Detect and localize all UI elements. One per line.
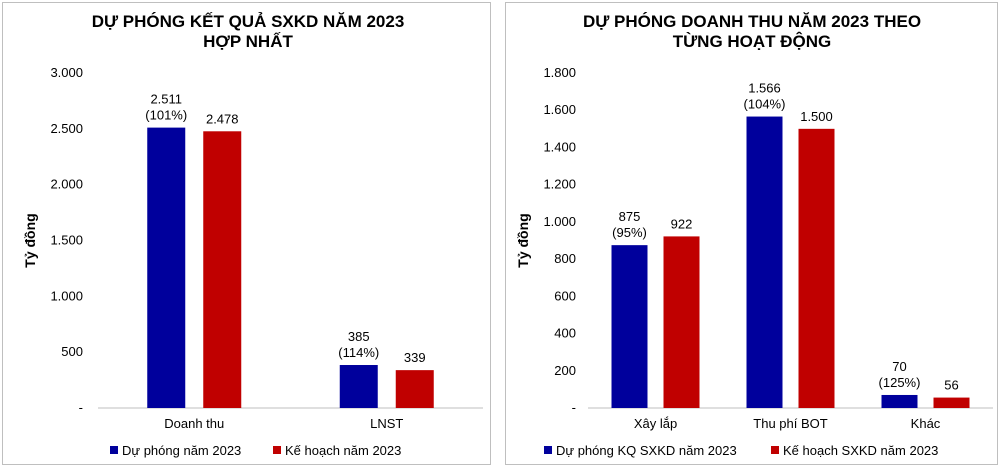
y-tick-label: 200 [554,363,576,378]
bar [395,370,434,408]
y-tick-label: 400 [554,326,576,341]
legend-entry: Dự phóng KQ SXKD năm 2023 [556,443,737,458]
bar [881,394,918,408]
y-tick-label: 1.000 [50,288,83,303]
data-label-value: 339 [404,350,426,365]
chart-panel-revenue-by-activity: DỰ PHÓNG DOANH THU NĂM 2023 THEO TỪNG HOẠ… [505,2,998,465]
data-label-value: 56 [944,378,958,393]
bar [147,127,186,408]
x-category-label: LNST [370,416,403,431]
y-tick-label: 1.400 [543,139,576,154]
y-tick-label: - [79,400,83,415]
chart-title-line: TỪNG HOẠT ĐỘNG [673,32,832,51]
y-tick-label: 2.500 [50,121,83,136]
bar [933,397,970,408]
data-label-value: 875 [619,209,641,224]
bar [203,131,242,409]
legend-swatch [110,446,118,454]
data-label-value: 1.500 [800,109,833,124]
legend-swatch [544,446,552,454]
bar [611,245,648,408]
y-axis-label: Tỷ đồng [22,213,38,267]
y-tick-label: 1.600 [543,102,576,117]
chart-title-line: DỰ PHÓNG DOANH THU NĂM 2023 THEO [583,12,921,31]
data-label-value: 2.478 [206,111,239,126]
x-category-label: Khác [911,416,941,431]
x-category-label: Xây lắp [634,416,677,431]
data-label-percent: (104%) [744,97,786,112]
data-label-percent: (101%) [145,108,187,123]
data-label-value: 1.566 [748,81,781,96]
x-category-label: Doanh thu [164,416,224,431]
y-tick-label: 800 [554,251,576,266]
chart-title-line: DỰ PHÓNG KẾT QUẢ SXKD NĂM 2023 [92,12,405,31]
legend-swatch [771,446,779,454]
data-label-value: 385 [348,329,370,344]
data-label-percent: (95%) [612,225,647,240]
y-tick-label: - [572,400,576,415]
chart-title-line: HỢP NHẤT [203,32,293,51]
y-tick-label: 2.000 [50,177,83,192]
y-tick-label: 600 [554,288,576,303]
y-tick-label: 1.500 [50,233,83,248]
bar [663,236,700,408]
legend-swatch [273,446,281,454]
x-category-label: Thu phí BOT [753,416,827,431]
y-tick-label: 1.200 [543,177,576,192]
chart-panel-consolidated: DỰ PHÓNG KẾT QUẢ SXKD NĂM 2023 HỢP NHẤT Tỷ… [2,2,491,465]
data-label-value: 2.511 [150,92,182,107]
legend-entry: Kế hoạch năm 2023 [285,443,401,458]
y-tick-label: 500 [61,344,83,359]
y-tick-label: 3.000 [50,65,83,80]
bar [339,365,378,408]
bar [746,116,783,409]
legend-entry: Kế hoạch SXKD năm 2023 [783,443,938,458]
legend-entry: Dự phóng năm 2023 [122,443,241,458]
y-axis-label: Tỷ đồng [515,213,531,267]
data-label-percent: (125%) [879,375,921,390]
y-tick-label: 1.800 [543,65,576,80]
data-label-value: 70 [892,359,906,374]
y-tick-label: 1.000 [543,214,576,229]
data-label-value: 922 [671,216,693,231]
data-label-percent: (114%) [338,345,379,360]
bar [798,128,835,408]
